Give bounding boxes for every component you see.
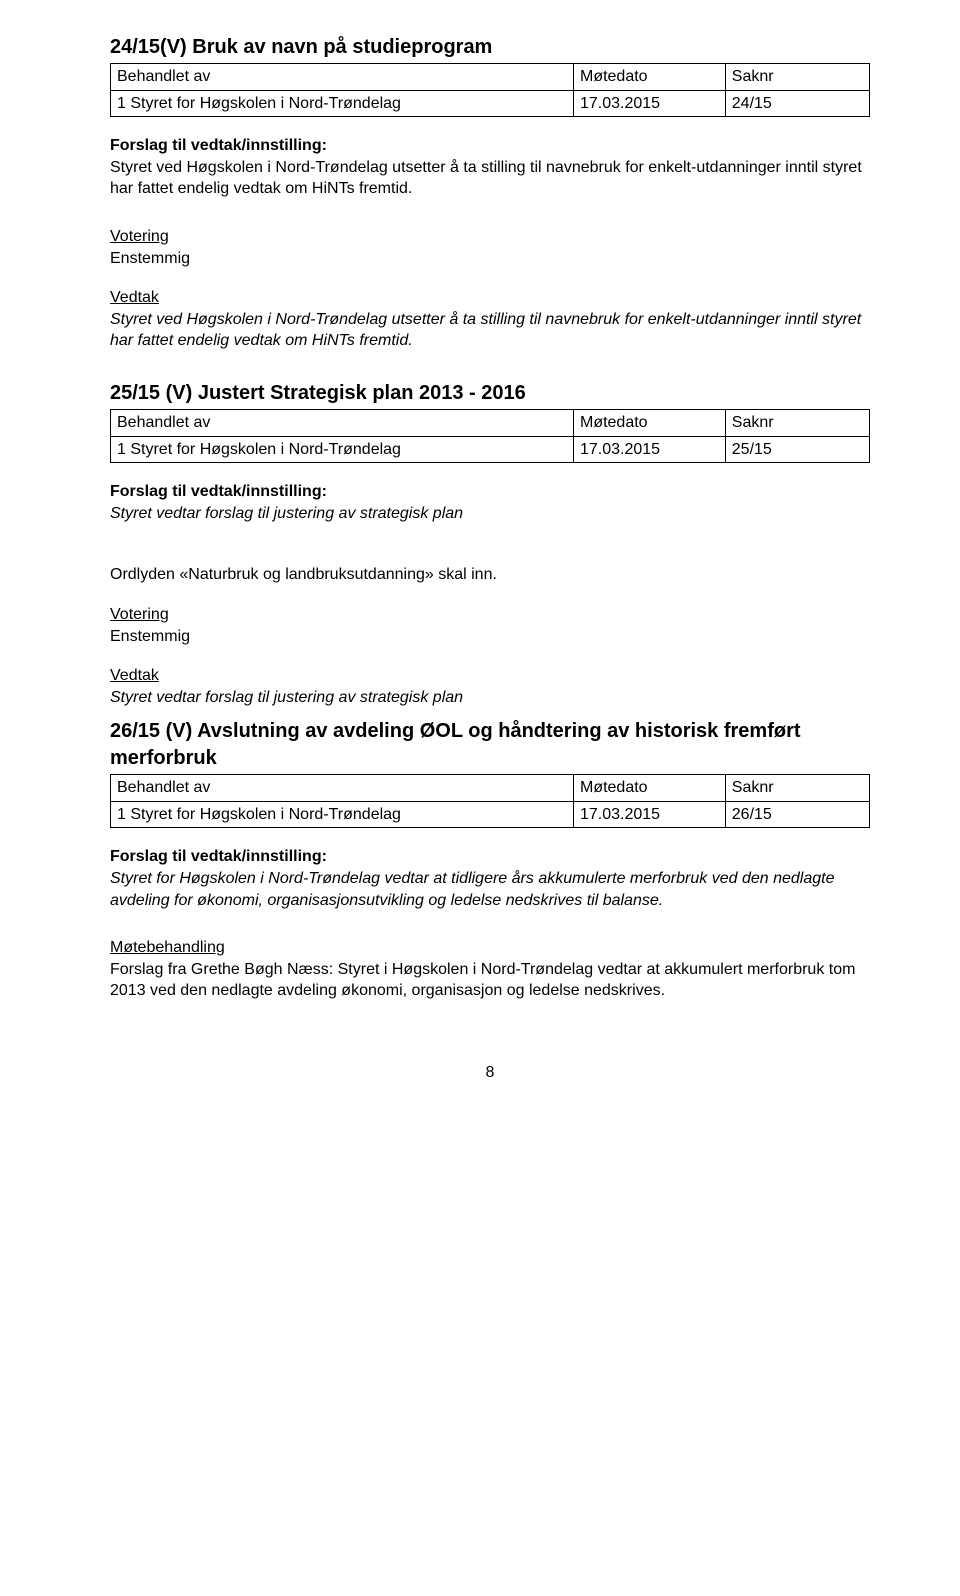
- mote-text: Forslag fra Grethe Bøgh Næss: Styret i H…: [110, 959, 870, 1002]
- page-number: 8: [110, 1062, 870, 1084]
- section-25-table: Behandlet av Møtedato Saknr 1 Styret for…: [110, 409, 870, 463]
- table-header: Møtedato: [573, 775, 725, 802]
- votering-label: Votering: [110, 604, 870, 626]
- section-26-table: Behandlet av Møtedato Saknr 1 Styret for…: [110, 774, 870, 828]
- table-cell: 17.03.2015: [573, 90, 725, 117]
- table-cell: 1 Styret for Høgskolen i Nord-Trøndelag: [111, 90, 574, 117]
- forslag-text: Styret ved Høgskolen i Nord-Trøndelag ut…: [110, 157, 870, 200]
- table-cell: 26/15: [725, 801, 869, 828]
- table-cell: 25/15: [725, 436, 869, 463]
- table-cell: 24/15: [725, 90, 869, 117]
- forslag-text: Styret vedtar forslag til justering av s…: [110, 503, 870, 525]
- ordlyden-text: Ordlyden «Naturbruk og landbruksutdannin…: [110, 564, 870, 586]
- section-24-title: 24/15(V) Bruk av navn på studieprogram: [110, 34, 870, 61]
- mote-label: Møtebehandling: [110, 937, 870, 959]
- table-cell: 17.03.2015: [573, 436, 725, 463]
- table-header: Behandlet av: [111, 64, 574, 91]
- table-header: Møtedato: [573, 64, 725, 91]
- votering-text: Enstemmig: [110, 626, 870, 648]
- table-cell: 1 Styret for Høgskolen i Nord-Trøndelag: [111, 436, 574, 463]
- table-header: Behandlet av: [111, 775, 574, 802]
- table-header: Saknr: [725, 775, 869, 802]
- section-26-title: 26/15 (V) Avslutning av avdeling ØOL og …: [110, 718, 870, 772]
- vedtak-label: Vedtak: [110, 665, 870, 687]
- section-25-title: 25/15 (V) Justert Strategisk plan 2013 -…: [110, 380, 870, 407]
- table-header: Saknr: [725, 409, 869, 436]
- forslag-label: Forslag til vedtak/innstilling:: [110, 481, 870, 503]
- votering-text: Enstemmig: [110, 248, 870, 270]
- table-cell: 17.03.2015: [573, 801, 725, 828]
- table-header: Saknr: [725, 64, 869, 91]
- vedtak-text: Styret ved Høgskolen i Nord-Trøndelag ut…: [110, 309, 870, 352]
- votering-label: Votering: [110, 226, 870, 248]
- table-cell: 1 Styret for Høgskolen i Nord-Trøndelag: [111, 801, 574, 828]
- vedtak-label: Vedtak: [110, 287, 870, 309]
- table-header: Behandlet av: [111, 409, 574, 436]
- table-header: Møtedato: [573, 409, 725, 436]
- forslag-text: Styret for Høgskolen i Nord-Trøndelag ve…: [110, 868, 870, 911]
- vedtak-text: Styret vedtar forslag til justering av s…: [110, 687, 870, 709]
- section-24-table: Behandlet av Møtedato Saknr 1 Styret for…: [110, 63, 870, 117]
- forslag-label: Forslag til vedtak/innstilling:: [110, 846, 870, 868]
- forslag-label: Forslag til vedtak/innstilling:: [110, 135, 870, 157]
